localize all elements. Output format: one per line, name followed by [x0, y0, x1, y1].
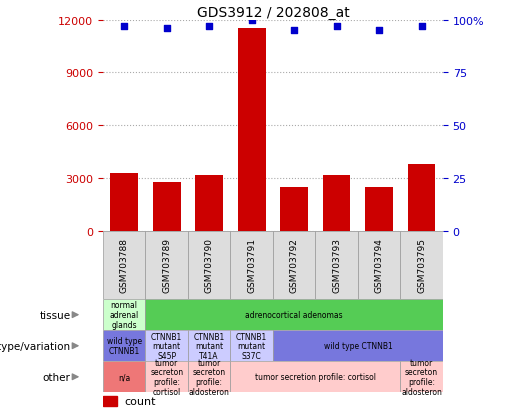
- Point: [375, 28, 383, 35]
- Bar: [280, 188, 308, 231]
- Point: [205, 24, 213, 30]
- Text: count: count: [125, 396, 156, 406]
- Bar: [195, 175, 223, 231]
- Point: [248, 17, 256, 24]
- Bar: [145, 330, 188, 361]
- Text: GSM703795: GSM703795: [417, 238, 426, 293]
- Title: GDS3912 / 202808_at: GDS3912 / 202808_at: [197, 6, 349, 20]
- Text: wild type
CTNNB1: wild type CTNNB1: [107, 337, 142, 355]
- Bar: [145, 299, 443, 330]
- Bar: [188, 361, 230, 392]
- Bar: [400, 361, 443, 392]
- Bar: [153, 182, 181, 231]
- Bar: [323, 175, 351, 231]
- Bar: [315, 231, 358, 299]
- Bar: [230, 231, 273, 299]
- Point: [418, 24, 426, 30]
- Bar: [110, 173, 138, 231]
- Bar: [188, 330, 230, 361]
- Point: [333, 24, 341, 30]
- Text: adrenocortical adenomas: adrenocortical adenomas: [245, 311, 343, 319]
- Text: GSM703790: GSM703790: [205, 238, 214, 293]
- Text: tumor
secreton
profile:
cortisol: tumor secreton profile: cortisol: [150, 358, 183, 396]
- Text: other: other: [43, 372, 71, 382]
- Bar: [238, 29, 266, 231]
- Text: GSM703792: GSM703792: [290, 238, 299, 293]
- Bar: [103, 231, 145, 299]
- Bar: [103, 396, 117, 406]
- Text: CTNNB1
mutant
T41A: CTNNB1 mutant T41A: [194, 332, 225, 360]
- Text: GSM703789: GSM703789: [162, 238, 171, 293]
- Point: [163, 26, 171, 32]
- Text: genotype/variation: genotype/variation: [0, 341, 71, 351]
- Text: CTNNB1
mutant
S45P: CTNNB1 mutant S45P: [151, 332, 182, 360]
- Bar: [103, 330, 145, 361]
- Text: CTNNB1
mutant
S37C: CTNNB1 mutant S37C: [236, 332, 267, 360]
- Bar: [230, 330, 273, 361]
- Point: [120, 24, 128, 30]
- Text: wild type CTNNB1: wild type CTNNB1: [323, 342, 392, 350]
- Text: GSM703791: GSM703791: [247, 238, 256, 293]
- Text: tissue: tissue: [39, 310, 71, 320]
- Bar: [103, 299, 145, 330]
- Text: GSM703793: GSM703793: [332, 238, 341, 293]
- Text: normal
adrenal
glands: normal adrenal glands: [110, 301, 139, 329]
- Bar: [230, 361, 400, 392]
- Bar: [145, 231, 188, 299]
- Bar: [273, 231, 315, 299]
- Text: tumor
secreton
profile:
aldosteron: tumor secreton profile: aldosteron: [401, 358, 442, 396]
- Bar: [273, 330, 443, 361]
- Bar: [358, 231, 400, 299]
- Text: n/a: n/a: [118, 373, 130, 381]
- Bar: [145, 361, 188, 392]
- Point: [290, 28, 298, 35]
- Bar: [365, 188, 393, 231]
- Text: tumor
secreton
profile:
aldosteron: tumor secreton profile: aldosteron: [189, 358, 230, 396]
- Text: GSM703788: GSM703788: [120, 238, 129, 293]
- Text: tumor secretion profile: cortisol: tumor secretion profile: cortisol: [255, 373, 376, 381]
- Bar: [408, 165, 436, 231]
- Bar: [400, 231, 443, 299]
- Text: GSM703794: GSM703794: [375, 238, 384, 293]
- Bar: [103, 361, 145, 392]
- Bar: [188, 231, 230, 299]
